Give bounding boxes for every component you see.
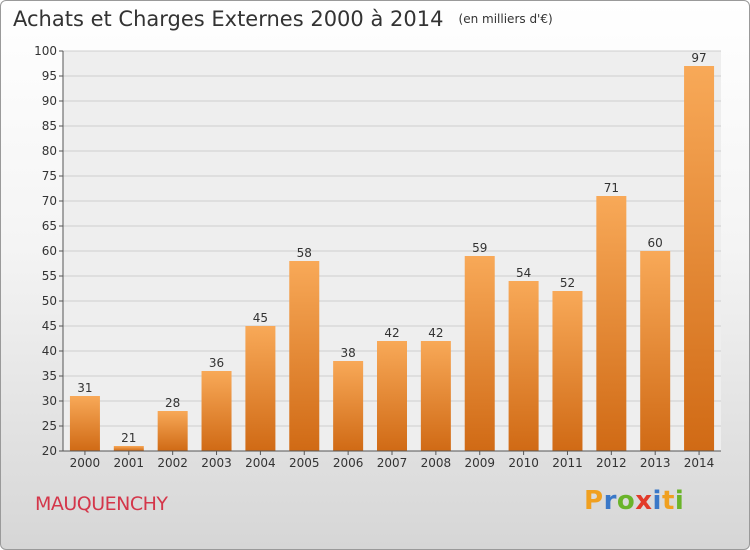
bar: [201, 371, 232, 451]
bar: [245, 326, 276, 451]
y-tick-label: 75: [42, 169, 57, 183]
y-tick-label: 25: [42, 419, 57, 433]
y-tick-label: 90: [42, 94, 57, 108]
y-tick-label: 55: [42, 269, 57, 283]
data-label: 59: [472, 241, 487, 255]
y-tick-label: 70: [42, 194, 57, 208]
x-tick-label: 2008: [421, 456, 452, 470]
x-tick-label: 2007: [377, 456, 408, 470]
logo-letter: i: [652, 486, 662, 516]
y-tick-label: 35: [42, 369, 57, 383]
data-label: 97: [691, 51, 706, 65]
y-tick-label: 95: [42, 69, 57, 83]
logo-letter: x: [635, 486, 653, 516]
logo-letter: t: [661, 486, 675, 516]
y-tick-label: 50: [42, 294, 57, 308]
data-label: 60: [648, 236, 663, 250]
x-tick-label: 2005: [289, 456, 320, 470]
data-label: 45: [253, 311, 268, 325]
bar: [684, 66, 715, 451]
bar: [333, 361, 364, 451]
chart-title: Achats et Charges Externes 2000 à 2014 (…: [13, 7, 553, 31]
logo-letter: P: [584, 486, 604, 516]
y-tick-label: 60: [42, 244, 57, 258]
y-tick-label: 20: [42, 444, 57, 458]
y-tick-label: 80: [42, 144, 57, 158]
x-tick-label: 2013: [640, 456, 671, 470]
bar: [640, 251, 671, 451]
y-tick-label: 85: [42, 119, 57, 133]
data-label: 42: [428, 326, 443, 340]
x-tick-label: 2002: [157, 456, 188, 470]
y-tick-label: 65: [42, 219, 57, 233]
data-label: 36: [209, 356, 224, 370]
data-label: 42: [384, 326, 399, 340]
data-label: 28: [165, 396, 180, 410]
data-label: 21: [121, 431, 136, 445]
x-tick-label: 2009: [464, 456, 495, 470]
data-label: 54: [516, 266, 531, 280]
x-tick-label: 2006: [333, 456, 364, 470]
axis-layer: 20 25 30 35 40 45 50 55 60 65 70 75 80 85 90 95 100 2000 2…: [34, 44, 721, 470]
bar: [552, 291, 583, 451]
y-tick-label: 40: [42, 344, 57, 358]
x-tick-label: 2004: [245, 456, 276, 470]
bar: [157, 411, 188, 451]
chart-unit: (en milliers d'€): [458, 12, 553, 26]
chart-title-text: Achats et Charges Externes 2000 à 2014: [13, 7, 444, 31]
logo-letter: o: [616, 486, 636, 516]
y-tick-label: 100: [34, 44, 57, 58]
proxiti-logo: Proxiti: [584, 486, 684, 516]
x-tick-label: 2014: [684, 456, 715, 470]
data-label: 58: [297, 246, 312, 260]
commune-name: MAUQUENCHY: [35, 493, 168, 515]
y-tick-label: 30: [42, 394, 57, 408]
y-tick-label: 45: [42, 319, 57, 333]
bar: [289, 261, 320, 451]
x-tick-label: 2001: [114, 456, 145, 470]
bar: [377, 341, 407, 451]
bar: [420, 341, 451, 451]
bar: [596, 196, 627, 451]
x-tick-label: 2003: [201, 456, 232, 470]
logo-letter: i: [674, 486, 685, 516]
data-label: 52: [560, 276, 575, 290]
logo-letter: r: [603, 486, 617, 516]
bar: [508, 281, 539, 451]
x-tick-label: 2010: [508, 456, 539, 470]
x-tick-label: 2011: [552, 456, 583, 470]
data-label: 31: [77, 381, 92, 395]
bar: [69, 396, 100, 451]
bar: [113, 446, 144, 451]
data-label: 38: [340, 346, 355, 360]
x-tick-label: 2012: [596, 456, 627, 470]
bar: [464, 256, 495, 451]
data-label: 71: [604, 181, 619, 195]
x-tick-label: 2000: [70, 456, 101, 470]
bars-layer: 31 21 28 36 45 58 38 42 42 59 54 52 71 60 97: [69, 51, 715, 451]
